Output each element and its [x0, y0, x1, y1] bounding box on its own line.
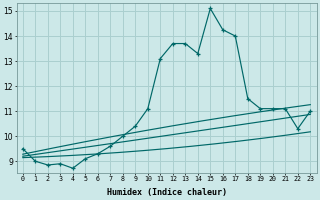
X-axis label: Humidex (Indice chaleur): Humidex (Indice chaleur) — [107, 188, 227, 197]
